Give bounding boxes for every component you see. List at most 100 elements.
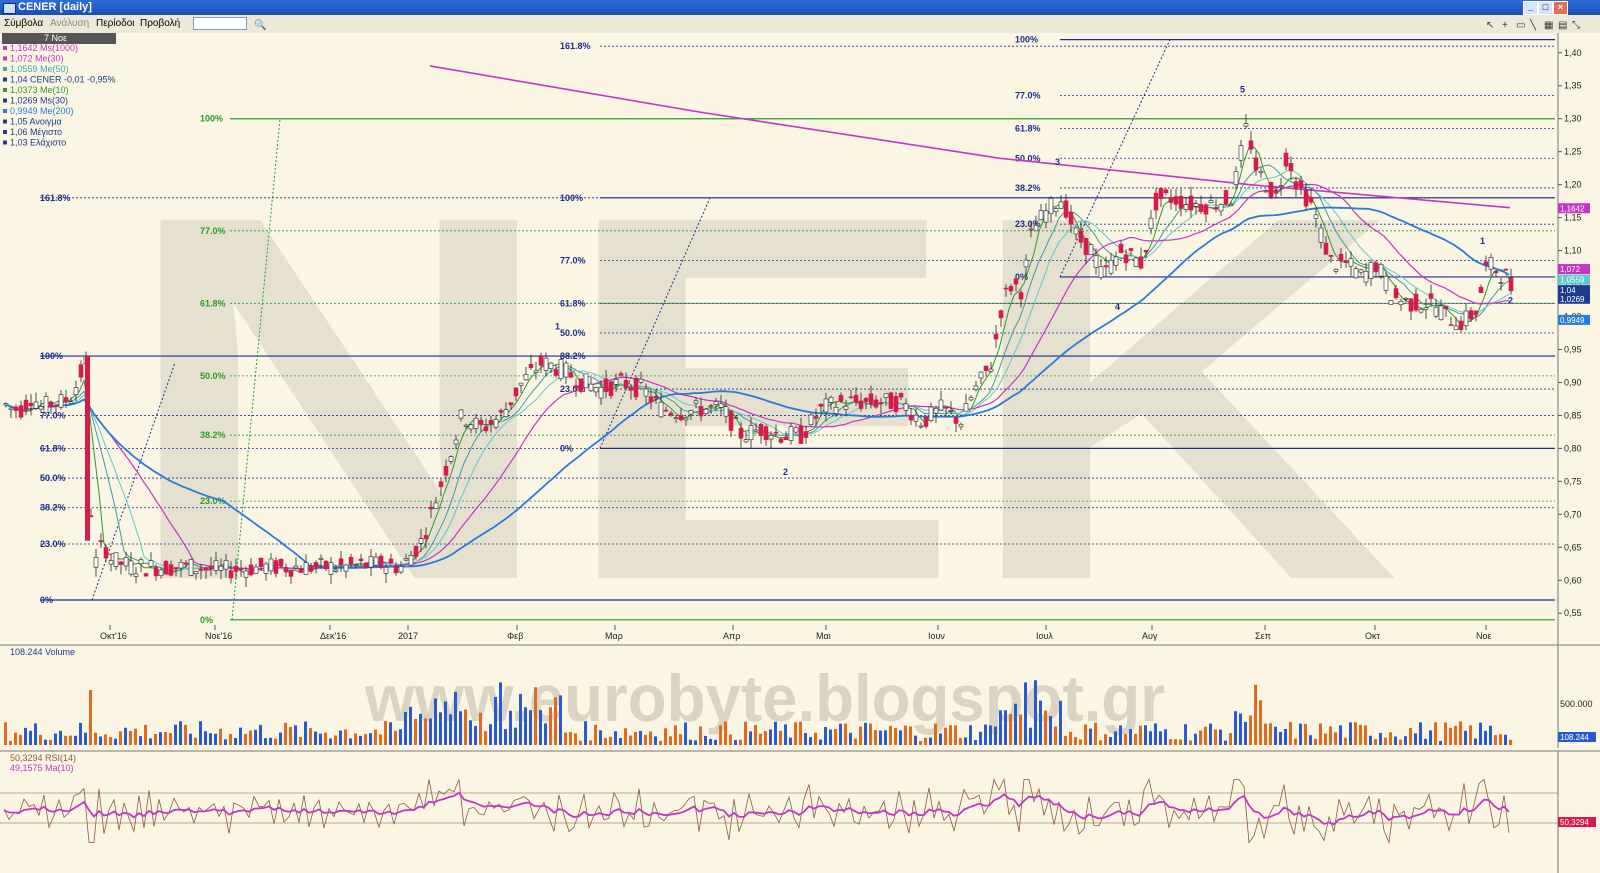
candle-body (558, 359, 564, 380)
volume-bar (1424, 738, 1427, 745)
volume-bar (904, 725, 907, 745)
close-button[interactable]: × (1553, 1, 1568, 15)
candle-body (763, 426, 769, 441)
candle-body (198, 568, 204, 571)
candlesticks (3, 114, 1514, 588)
legend-entry: 1,0373 Me(10) (10, 85, 69, 95)
candle-body (453, 439, 459, 445)
volume-bar (469, 720, 472, 745)
maximize-button[interactable]: □ (1538, 1, 1553, 15)
candle-body (828, 397, 834, 403)
search-icon[interactable]: 🔍 (254, 20, 267, 31)
candle-body (1108, 259, 1114, 274)
volume-bar (514, 727, 517, 745)
candle-body (803, 431, 809, 438)
candle-body (413, 545, 419, 557)
candle-body (1408, 298, 1414, 312)
volume-bar (534, 687, 537, 745)
candle-body (1298, 180, 1304, 188)
candle-body (428, 506, 434, 510)
volume-bar (819, 739, 822, 745)
candle-body (283, 567, 289, 573)
candle-body (1058, 201, 1064, 209)
candle-body (68, 401, 74, 404)
candle-body (908, 415, 914, 421)
volume-bar (64, 735, 67, 745)
candle-body (408, 555, 414, 566)
volume-bar (1099, 740, 1102, 745)
menu-view[interactable]: Προβολή (140, 18, 181, 29)
line-icon[interactable]: ╲ (1530, 20, 1537, 31)
candle-body (1203, 204, 1209, 215)
candle-body (463, 424, 469, 427)
volume-bar (729, 734, 732, 745)
candle-body (1498, 282, 1504, 284)
candle-body (973, 385, 979, 390)
menu-analysis[interactable]: Ανάλυση (50, 18, 90, 29)
grid-icon[interactable]: ▦ (1544, 20, 1554, 31)
fib-level-label: 100% (200, 114, 223, 124)
date-tick-label: Ιουν (928, 631, 945, 641)
resize-icon[interactable]: ⤡ (1572, 20, 1580, 31)
volume-bar (749, 731, 752, 745)
candle-body (268, 558, 274, 572)
volume-bar (249, 730, 252, 745)
volume-bar (619, 738, 622, 745)
price-chart[interactable]: NEK 161.8%100%77.0%61.8%50.0%38.2%23.0%0… (0, 33, 1600, 873)
menu-periods[interactable]: Περίοδοι (96, 18, 135, 29)
volume-bar (1004, 710, 1007, 745)
volume-bar (849, 732, 852, 745)
volume-bar (429, 718, 432, 745)
menu-symbols[interactable]: Σύμβολα (4, 18, 44, 29)
cursor-icon[interactable]: ↖ (1486, 20, 1495, 31)
candle-body (573, 385, 579, 389)
volume-bar (74, 735, 77, 745)
candle-body (153, 566, 159, 577)
volume-bar (939, 733, 942, 745)
candle-body (1378, 264, 1384, 277)
price-badge-label: 1,072 (1560, 265, 1581, 274)
volume-bar (1439, 740, 1442, 745)
calendar-icon[interactable]: ▤ (1558, 20, 1568, 31)
volume-bar (24, 727, 27, 745)
volume-bar (614, 731, 617, 745)
minimize-button[interactable]: _ (1523, 1, 1538, 15)
candle-body (688, 410, 694, 415)
symbol-search-input[interactable] (193, 17, 247, 30)
candle-body (838, 395, 844, 402)
volume-bar (414, 718, 417, 745)
volume-bar (1344, 737, 1347, 745)
candle-body (1028, 228, 1034, 231)
volume-bar (719, 725, 722, 745)
candle-body (843, 405, 849, 410)
candle-body (993, 333, 999, 340)
candle-body (1173, 196, 1179, 205)
candle-body (48, 401, 54, 407)
candle-body (1273, 190, 1279, 194)
candle-body (498, 410, 504, 413)
price-badge (1558, 203, 1590, 214)
candle-body (718, 403, 724, 408)
fib-level-label: 23.0% (40, 539, 66, 549)
volume-bar (114, 738, 117, 745)
volume-bar (654, 736, 657, 745)
volume-bar (1469, 725, 1472, 745)
candle-body (1308, 196, 1314, 203)
candle-body (163, 561, 169, 575)
candle-body (1373, 262, 1379, 273)
volume-bar (954, 725, 957, 745)
candle-body (238, 568, 244, 571)
volume-bar (829, 729, 832, 745)
candle-body (788, 426, 794, 441)
rectangle-icon[interactable]: ▭ (1516, 20, 1526, 31)
volume-bar (1174, 739, 1177, 745)
candle-body (953, 417, 959, 424)
volume-bar (159, 732, 162, 745)
date-tick-label: Νοε (1476, 631, 1492, 641)
volume-bar (419, 713, 422, 745)
volume-bar (704, 735, 707, 745)
crosshair-icon[interactable]: + (1502, 20, 1508, 31)
candle-body (28, 403, 34, 407)
candle-body (403, 558, 409, 561)
